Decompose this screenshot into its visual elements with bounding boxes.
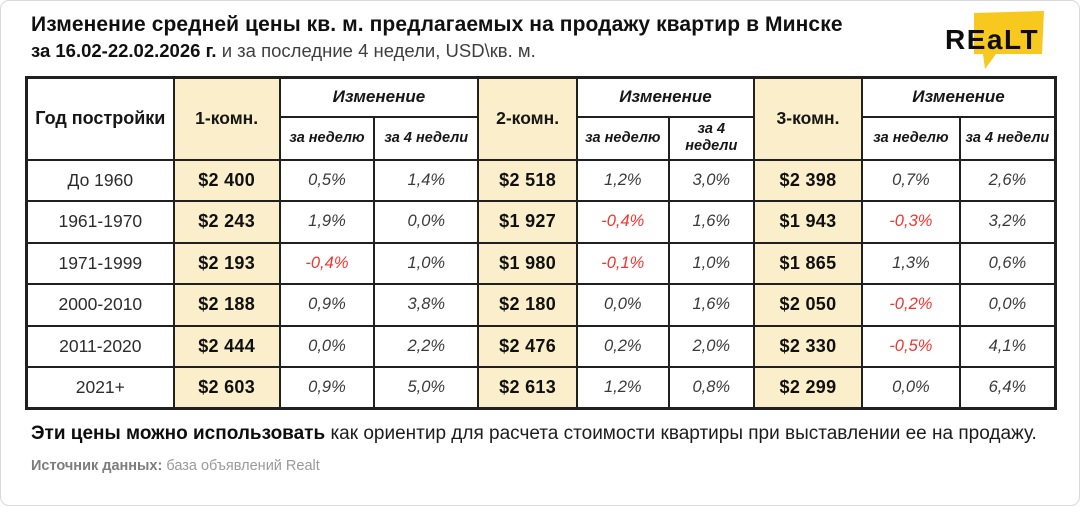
realt-logo-icon: REaLT: [945, 11, 1044, 69]
month-subheader-2: за 4 недели: [667, 115, 755, 161]
change-header-3: Изменение: [861, 76, 1057, 118]
change-header-2: Изменение: [575, 76, 755, 118]
table-row: 2000-2010 $2 188 0,9% 3,8% $2 180 0,0% 1…: [25, 283, 1057, 327]
price-cell: $1 927: [477, 200, 578, 244]
price-cell: $2 518: [477, 158, 578, 202]
month-change-cell: 3,2%: [958, 200, 1057, 244]
month-change-cell: 1,0%: [667, 241, 755, 285]
price-table: Год постройки 1-комн. Изменение 2-комн. …: [25, 76, 1057, 410]
week-change-cell: 0,9%: [278, 366, 376, 410]
price-cell: $1 980: [477, 241, 578, 285]
table-header-row-2: за неделю за 4 недели за неделю за 4 нед…: [27, 115, 1057, 161]
week-change-cell: 0,2%: [575, 324, 670, 368]
price-cell: $2 050: [752, 283, 864, 327]
table-header-row-1: Год постройки 1-комн. Изменение 2-комн. …: [25, 76, 1057, 161]
week-change-cell: 0,5%: [278, 158, 376, 202]
month-change-cell: 1,6%: [667, 200, 755, 244]
year-cell: 2011-2020: [25, 324, 175, 368]
price-cell: $1 865: [752, 241, 864, 285]
month-change-cell: 2,6%: [958, 158, 1057, 202]
week-change-cell: -0,3%: [861, 200, 961, 244]
week-change-cell: -0,1%: [575, 241, 670, 285]
note-rest: как ориентир для расчета стоимости кварт…: [325, 423, 1037, 444]
week-change-cell: 1,9%: [278, 200, 376, 244]
note-bold: Эти цены можно использовать: [31, 423, 326, 444]
note-text: Эти цены можно использовать как ориентир…: [31, 421, 1043, 447]
week-change-cell: 0,9%: [278, 283, 376, 327]
source-label: Источник данных:: [31, 457, 163, 474]
room-header-3: 3-комн.: [752, 76, 864, 161]
price-cell: $2 330: [752, 324, 864, 368]
table-row: До 1960 $2 400 0,5% 1,4% $2 518 1,2% 3,0…: [25, 158, 1057, 202]
month-change-cell: 2,0%: [667, 324, 755, 368]
page-subtitle: за 16.02-22.02.2026 г. и за последние 4 …: [31, 40, 1059, 62]
week-change-cell: -0,4%: [575, 200, 670, 244]
table-row: 1961-1970 $2 243 1,9% 0,0% $1 927 -0,4% …: [25, 200, 1057, 244]
month-subheader-1: за 4 недели: [373, 115, 480, 161]
price-cell: $2 400: [172, 158, 281, 202]
month-change-cell: 5,0%: [373, 366, 480, 410]
week-change-cell: -0,2%: [861, 283, 961, 327]
week-change-cell: 1,3%: [861, 241, 961, 285]
svg-text:REaLT: REaLT: [945, 24, 1039, 55]
month-change-cell: 3,0%: [667, 158, 755, 202]
price-cell: $2 193: [172, 241, 281, 285]
subtitle-period: за 16.02-22.02.2026 г.: [31, 40, 217, 62]
week-subheader-3: за неделю: [861, 115, 961, 161]
week-change-cell: 0,0%: [861, 366, 961, 410]
year-cell: 2000-2010: [25, 283, 175, 327]
year-cell: 2021+: [25, 366, 175, 410]
month-change-cell: 1,6%: [667, 283, 755, 327]
month-change-cell: 0,8%: [667, 366, 755, 410]
month-change-cell: 0,0%: [373, 200, 480, 244]
price-cell: $2 613: [477, 366, 578, 410]
month-change-cell: 4,1%: [958, 324, 1057, 368]
price-cell: $2 398: [752, 158, 864, 202]
year-cell: До 1960: [25, 158, 175, 202]
room-header-1: 1-комн.: [172, 76, 281, 161]
month-change-cell: 6,4%: [958, 366, 1057, 410]
table-row: 2011-2020 $2 444 0,0% 2,2% $2 476 0,2% 2…: [25, 324, 1057, 368]
price-cell: $2 243: [172, 200, 281, 244]
week-subheader-1: за неделю: [278, 115, 376, 161]
week-change-cell: 0,7%: [861, 158, 961, 202]
year-cell: 1971-1999: [25, 241, 175, 285]
header: Изменение средней цены кв. м. предлагаем…: [31, 11, 1059, 74]
price-cell: $2 603: [172, 366, 281, 410]
room-header-2: 2-комн.: [477, 76, 578, 161]
week-change-cell: -0,4%: [278, 241, 376, 285]
week-change-cell: 1,2%: [575, 366, 670, 410]
page-title: Изменение средней цены кв. м. предлагаем…: [31, 13, 843, 36]
source-text: Источник данных: база объявлений Realt: [31, 458, 1059, 474]
price-cell: $2 188: [172, 283, 281, 327]
price-cell: $2 476: [477, 324, 578, 368]
week-change-cell: 0,0%: [575, 283, 670, 327]
price-cell: $1 943: [752, 200, 864, 244]
month-change-cell: 1,4%: [373, 158, 480, 202]
month-change-cell: 0,0%: [958, 283, 1057, 327]
price-cell: $2 299: [752, 366, 864, 410]
subtitle-rest: и за последние 4 недели, USD\кв. м.: [216, 40, 536, 62]
month-change-cell: 1,0%: [373, 241, 480, 285]
month-change-cell: 3,8%: [373, 283, 480, 327]
table-row: 1971-1999 $2 193 -0,4% 1,0% $1 980 -0,1%…: [25, 241, 1057, 285]
month-subheader-3: за 4 недели: [958, 115, 1057, 161]
year-cell: 1961-1970: [25, 200, 175, 244]
price-cell: $2 180: [477, 283, 578, 327]
month-change-cell: 2,2%: [373, 324, 480, 368]
week-change-cell: 0,0%: [278, 324, 376, 368]
change-header-1: Изменение: [278, 76, 480, 118]
month-change-cell: 0,6%: [958, 241, 1057, 285]
price-cell: $2 444: [172, 324, 281, 368]
week-subheader-2: за неделю: [575, 115, 670, 161]
year-header-cell: Год постройки: [25, 76, 175, 161]
week-change-cell: -0,5%: [861, 324, 961, 368]
source-value: база объявлений Realt: [162, 457, 320, 474]
table-row: 2021+ $2 603 0,9% 5,0% $2 613 1,2% 0,8% …: [25, 366, 1057, 410]
week-change-cell: 1,2%: [575, 158, 670, 202]
